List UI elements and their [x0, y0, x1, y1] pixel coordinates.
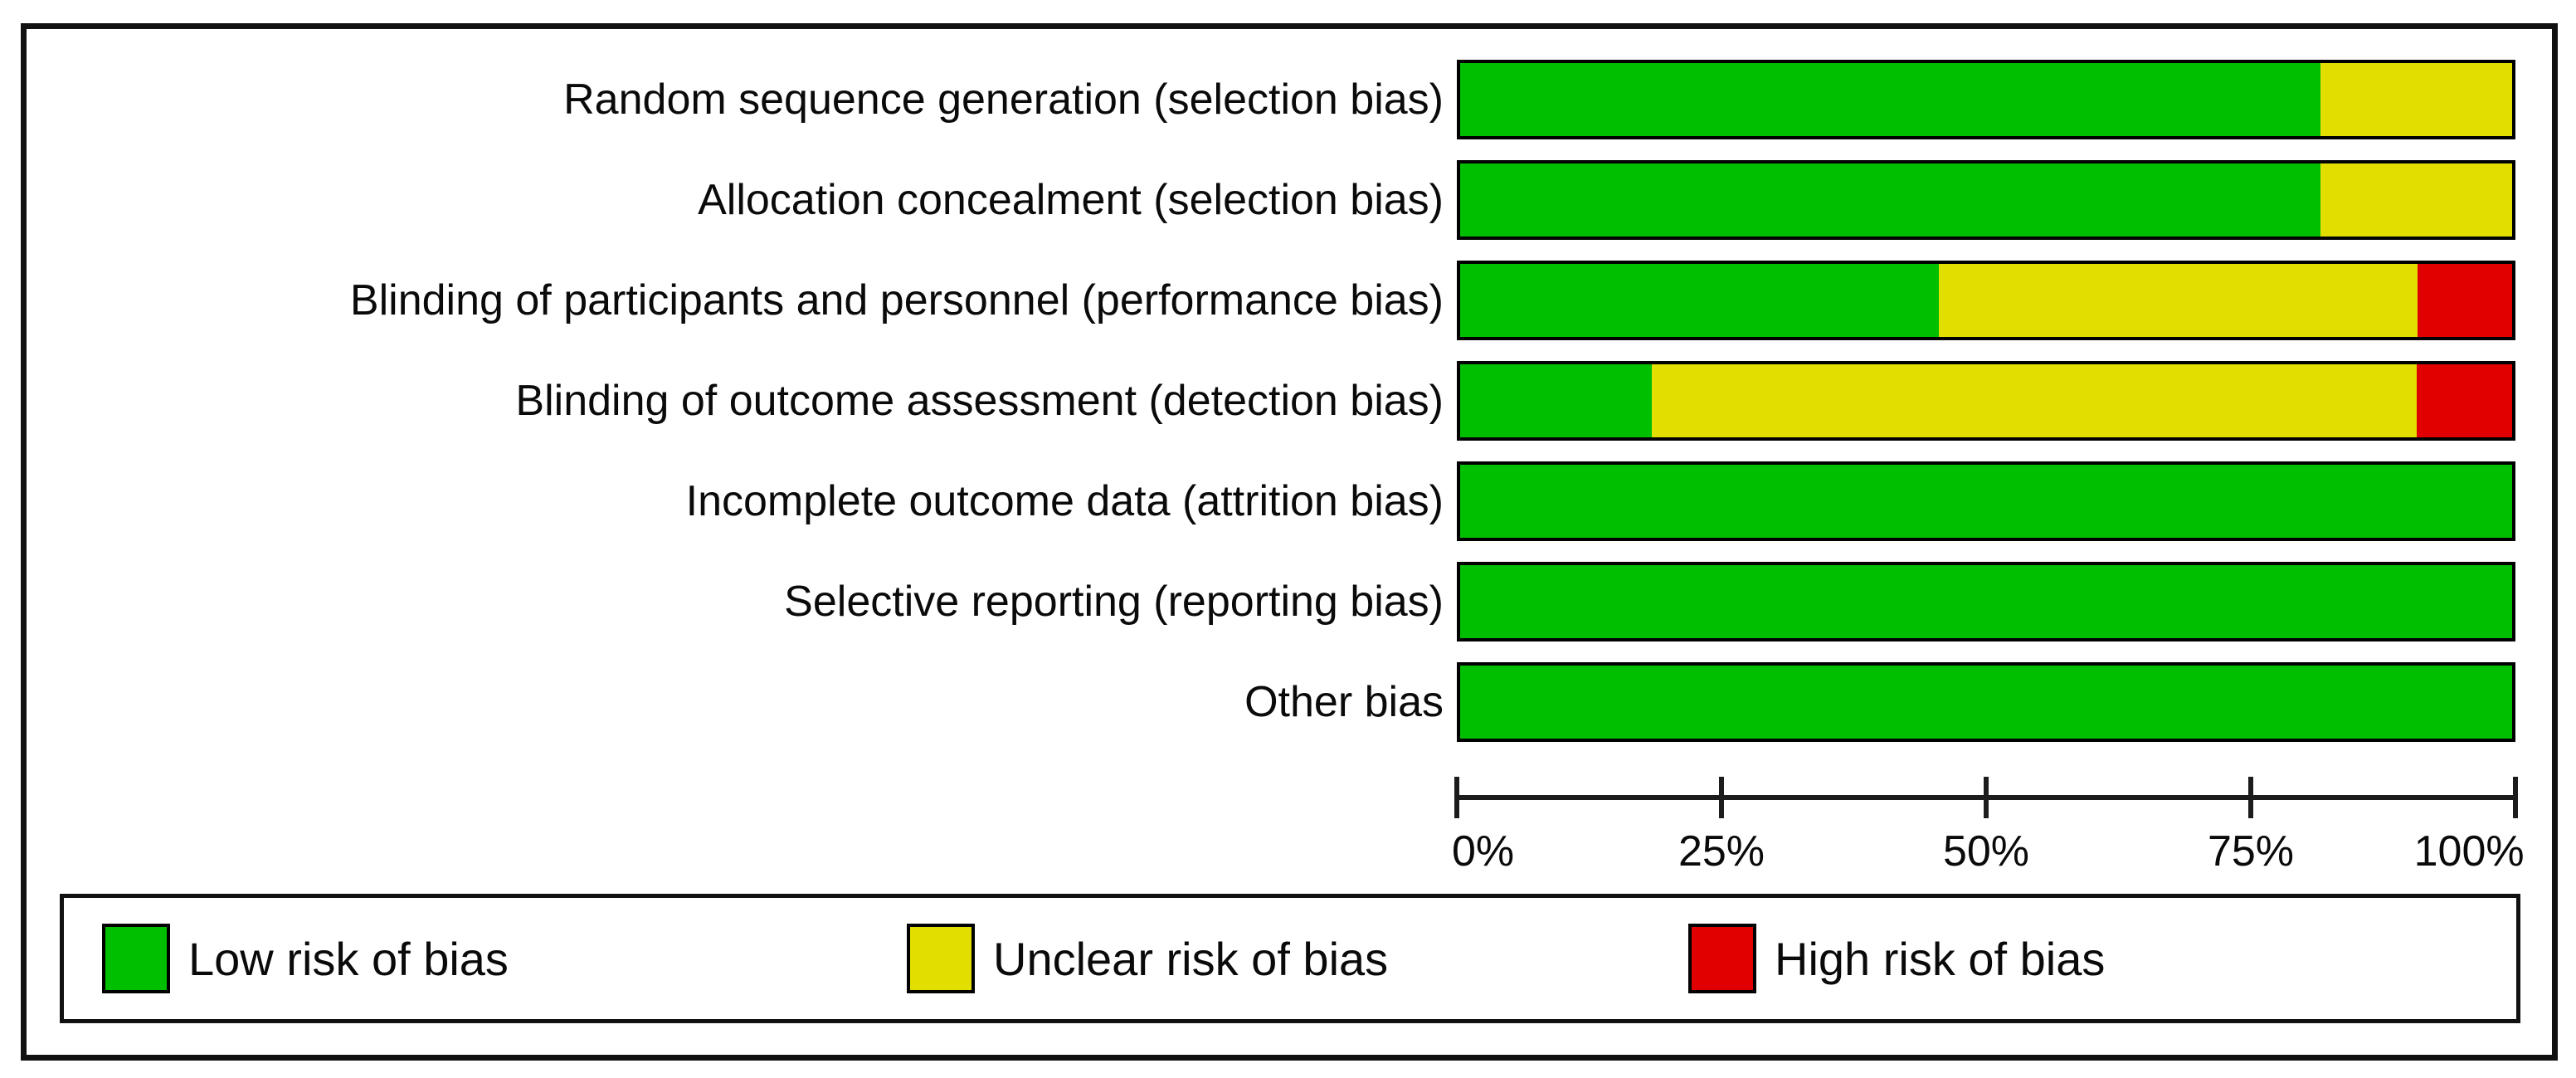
bar-segment-low-risk: [1460, 465, 2512, 538]
bar-segment-unclear-risk: [2320, 63, 2512, 136]
row-label: Blinding of participants and personnel (…: [349, 276, 1444, 324]
bar-segment-high-risk: [2417, 264, 2512, 337]
bar-segment-unclear-risk: [1651, 364, 2417, 437]
bar-segment-high-risk: [2416, 364, 2512, 437]
legend-color-chip: [102, 924, 170, 993]
chart-row: Incomplete outcome data (attrition bias): [0, 461, 2576, 541]
legend-entry: High risk of bias: [1688, 898, 2105, 1019]
bar-segment-unclear-risk: [2320, 163, 2512, 237]
legend-color-chip: [907, 924, 975, 993]
chart-row: Blinding of outcome assessment (detectio…: [0, 361, 2576, 441]
axis-tick-label: 100%: [2413, 827, 2525, 876]
bar-segment-low-risk: [1460, 63, 2321, 136]
bar-track: [1457, 160, 2515, 240]
axis-tick-label: 0%: [1452, 827, 1515, 876]
legend-color-chip: [1688, 924, 1756, 993]
row-label: Other bias: [1244, 678, 1444, 726]
axis-tick: [2248, 777, 2253, 818]
x-axis: 0% 25% 50% 75% 100%: [1452, 777, 2525, 893]
bar-track: [1457, 60, 2515, 139]
legend-entry-label: Low risk of bias: [188, 932, 509, 985]
axis-tick: [1454, 777, 1459, 818]
bar-segment-low-risk: [1460, 666, 2512, 739]
row-label: Random sequence generation (selection bi…: [563, 76, 1444, 124]
row-label: Incomplete outcome data (attrition bias): [685, 477, 1444, 525]
chart-row: Selective reporting (reporting bias): [0, 562, 2576, 641]
bar-segment-unclear-risk: [1938, 264, 2418, 337]
row-label: Blinding of outcome assessment (detectio…: [515, 377, 1444, 425]
axis-tick-label: 75%: [2207, 827, 2295, 876]
chart-row: Other bias: [0, 662, 2576, 742]
axis-tick: [1984, 777, 1989, 818]
axis-tick: [2513, 777, 2518, 818]
axis-tick-label: 50%: [1942, 827, 2030, 876]
legend-entry-label: High risk of bias: [1775, 932, 2106, 985]
bar-segment-low-risk: [1460, 364, 1652, 437]
chart-row: Blinding of participants and personnel (…: [0, 261, 2576, 340]
bar-track: [1457, 261, 2515, 340]
legend-entry: Unclear risk of bias: [907, 898, 1388, 1019]
legend: Low risk of bias Unclear risk of bias Hi…: [60, 894, 2520, 1023]
bar-segment-low-risk: [1460, 565, 2512, 638]
axis-tick-label: 25%: [1678, 827, 1765, 876]
chart-row: Random sequence generation (selection bi…: [0, 60, 2576, 139]
bar-segment-low-risk: [1460, 264, 1939, 337]
row-label: Selective reporting (reporting bias): [784, 578, 1444, 626]
legend-entry: Low risk of bias: [102, 898, 509, 1019]
bar-track: [1457, 461, 2515, 541]
axis-tick: [1719, 777, 1724, 818]
row-label: Allocation concealment (selection bias): [698, 176, 1444, 224]
bar-track: [1457, 562, 2515, 641]
bar-segment-low-risk: [1460, 163, 2321, 237]
chart-row: Allocation concealment (selection bias): [0, 160, 2576, 240]
bar-track: [1457, 662, 2515, 742]
legend-entry-label: Unclear risk of bias: [993, 932, 1389, 985]
bar-track: [1457, 361, 2515, 441]
